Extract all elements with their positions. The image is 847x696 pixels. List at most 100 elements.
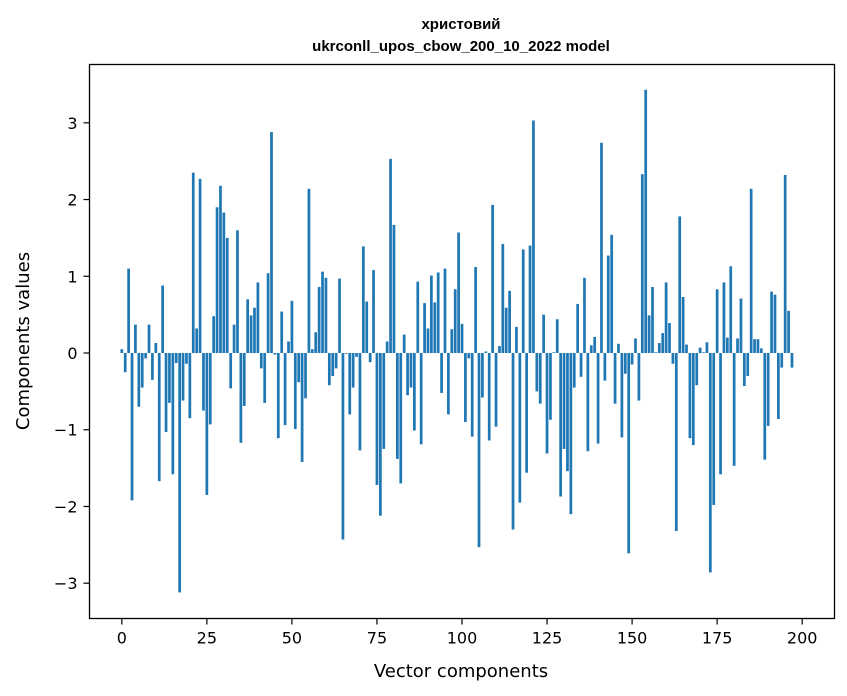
bar	[525, 353, 528, 473]
bar	[620, 353, 624, 438]
bar	[515, 326, 518, 354]
bar	[596, 353, 600, 444]
bar	[617, 343, 620, 354]
bar	[222, 212, 226, 354]
bar	[443, 268, 447, 354]
bar	[763, 353, 767, 460]
bar	[777, 353, 780, 419]
bar	[290, 300, 294, 354]
bar	[555, 319, 559, 354]
bar	[212, 316, 216, 354]
bar	[736, 338, 739, 354]
bar	[416, 281, 420, 354]
bar	[725, 337, 729, 354]
bar	[559, 353, 563, 497]
bar	[436, 272, 440, 354]
bar	[545, 353, 549, 454]
y-tick-label: −1	[54, 421, 78, 440]
bar	[392, 224, 396, 354]
bar	[657, 343, 661, 354]
bar	[433, 302, 437, 354]
bar	[147, 324, 151, 354]
bar	[396, 353, 399, 459]
bar	[430, 275, 433, 354]
bar	[623, 353, 627, 374]
bar	[185, 353, 188, 364]
y-axis-ticks: −3 −2 −1 0 1 2 3	[54, 114, 90, 593]
bar	[144, 353, 147, 359]
x-tick-label: 150	[617, 629, 648, 648]
bar	[236, 230, 239, 354]
bar	[770, 291, 773, 354]
bar	[270, 132, 273, 354]
bar	[766, 353, 770, 426]
bar	[470, 353, 474, 437]
y-tick-label: −3	[54, 574, 78, 593]
bar	[674, 353, 678, 532]
bar	[419, 353, 423, 445]
bar	[688, 353, 692, 439]
bar	[304, 353, 307, 399]
bar	[501, 244, 505, 354]
bar	[481, 353, 484, 398]
bar	[382, 353, 386, 449]
bar	[157, 353, 161, 482]
bar	[487, 353, 491, 441]
bar	[532, 120, 535, 354]
bar	[742, 353, 746, 386]
bars-group	[120, 89, 794, 593]
bar	[406, 353, 409, 396]
bar	[634, 338, 637, 354]
bar	[219, 185, 222, 354]
bar	[276, 353, 280, 439]
bar	[511, 353, 515, 530]
bar	[651, 287, 654, 354]
bar	[385, 341, 389, 354]
bar	[661, 333, 665, 354]
bar	[205, 353, 209, 495]
bar	[637, 353, 641, 401]
y-tick-label: 1	[67, 267, 77, 286]
bar	[361, 246, 365, 354]
bar	[188, 353, 192, 419]
bar	[787, 310, 790, 354]
bar	[491, 204, 494, 354]
x-axis-label: Vector components	[374, 661, 548, 682]
bar	[368, 353, 372, 363]
bar	[249, 315, 253, 354]
bar	[314, 332, 318, 354]
bar	[719, 353, 722, 475]
bar	[566, 353, 569, 472]
bar	[447, 353, 450, 415]
bar	[208, 353, 212, 425]
bar	[215, 207, 219, 354]
bar	[123, 353, 127, 373]
bar	[310, 349, 314, 354]
y-tick-label: 0	[67, 344, 77, 363]
bar	[263, 353, 267, 403]
bar	[239, 353, 243, 443]
bar	[409, 353, 413, 388]
bar	[586, 353, 590, 452]
bar	[413, 353, 416, 431]
bar	[504, 307, 508, 354]
bar	[783, 174, 787, 354]
bar	[739, 298, 743, 354]
bar	[287, 341, 290, 354]
bar	[630, 353, 634, 365]
y-axis-label: Components values	[13, 252, 34, 430]
bar	[273, 353, 277, 355]
bar	[317, 287, 321, 354]
bar	[195, 328, 199, 354]
bar	[756, 339, 760, 354]
bar	[171, 353, 175, 475]
bar	[790, 353, 794, 368]
bar	[259, 353, 263, 369]
bar	[467, 353, 471, 359]
bar	[450, 329, 454, 354]
bar	[344, 353, 348, 354]
bar	[668, 323, 671, 354]
bar	[202, 353, 205, 411]
bar	[321, 271, 324, 354]
